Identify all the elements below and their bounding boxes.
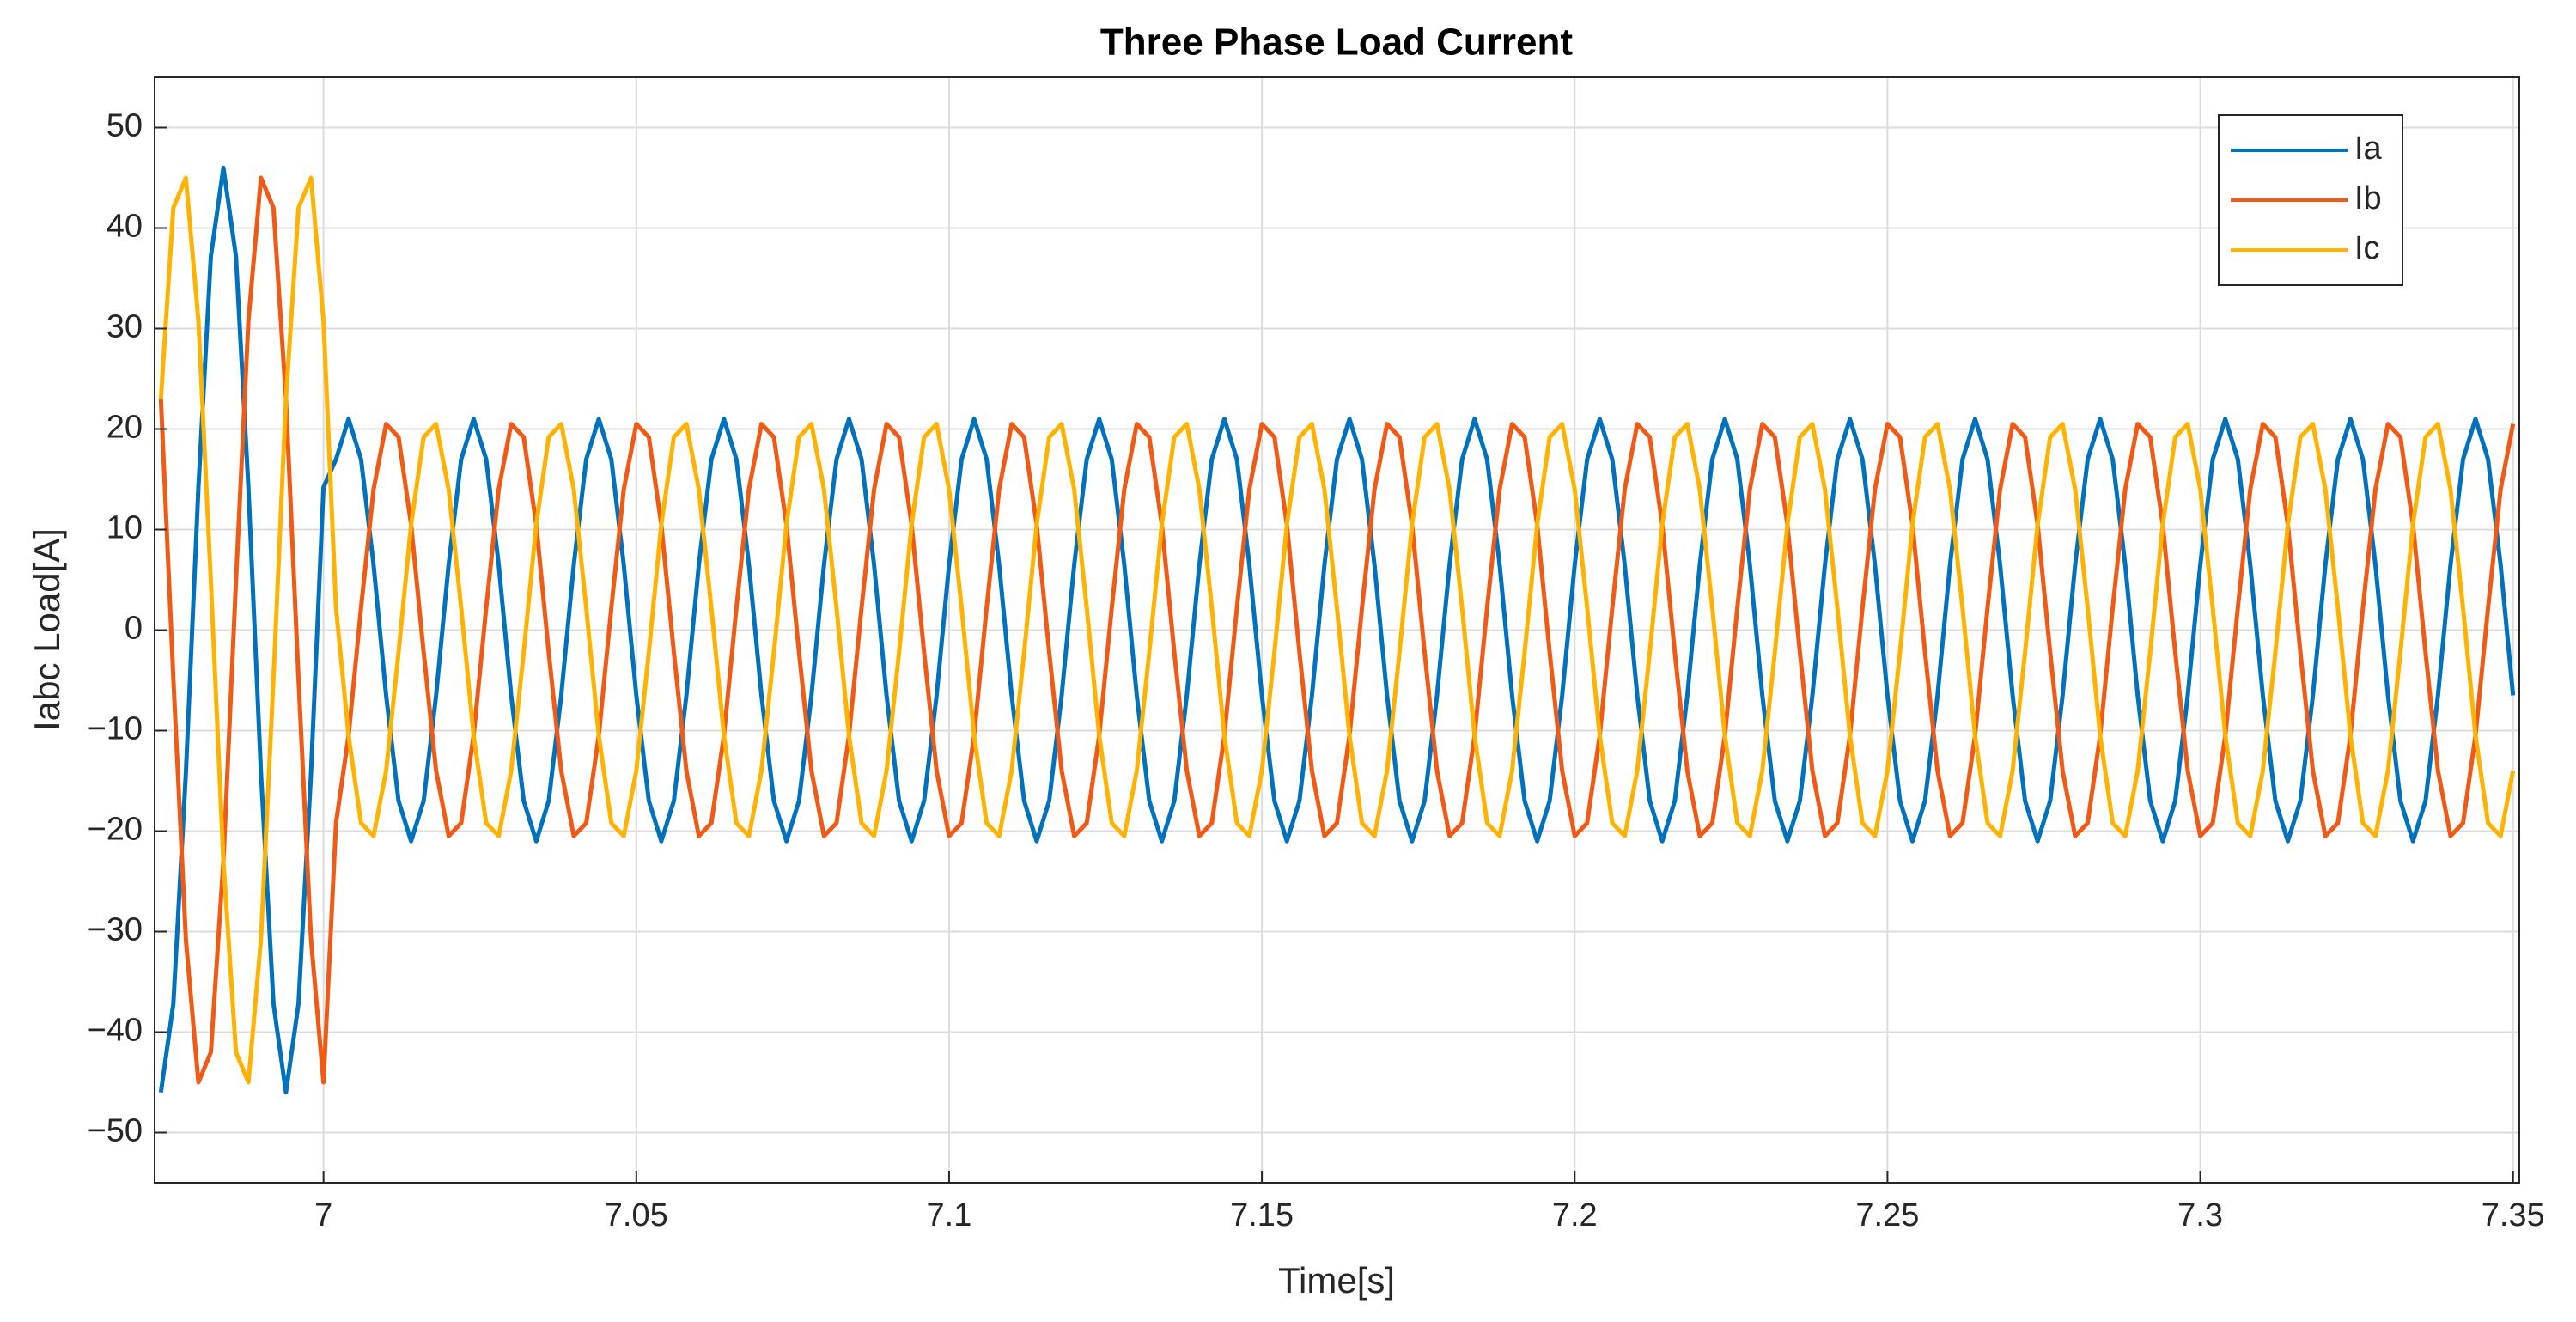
legend-label: Ic — [2354, 230, 2380, 266]
x-tick-label: 7.15 — [1230, 1197, 1294, 1234]
y-tick-label: 20 — [107, 410, 143, 446]
x-tick-label: 7.35 — [2482, 1197, 2545, 1234]
grid — [155, 77, 2519, 1183]
y-tick-label: 0 — [125, 611, 143, 647]
x-axis-label: Time[s] — [1278, 1260, 1395, 1301]
lines — [158, 165, 2516, 1095]
ticks: −50 −40 −30 −20 −10 0 10 20 30 40 50 7 7.05 7.1 7.15 7.… — [88, 108, 2545, 1234]
y-tick-label: −50 — [88, 1113, 143, 1149]
y-tick-label: 50 — [107, 108, 143, 144]
y-tick-label: 30 — [107, 309, 143, 345]
legend-label: Ia — [2354, 131, 2383, 167]
y-tick-label: 40 — [107, 209, 143, 245]
y-tick-label: −40 — [88, 1013, 143, 1049]
x-tick-label: 7.3 — [2177, 1197, 2223, 1234]
x-tick-label: 7.1 — [927, 1197, 972, 1234]
y-tick-label: −30 — [88, 912, 143, 948]
y-tick-label: −10 — [88, 711, 143, 747]
legend: Ia Ib Ic — [2218, 114, 2403, 286]
series-line — [158, 175, 2516, 1085]
legend-label: Ib — [2354, 180, 2382, 216]
x-tick-label: 7.25 — [1855, 1197, 1919, 1234]
y-tick-label: −20 — [88, 812, 143, 848]
x-tick-label: 7 — [314, 1197, 332, 1234]
x-tick-label: 7.05 — [605, 1197, 668, 1234]
x-tick-label: 7.2 — [1552, 1197, 1598, 1234]
chart-title: Three Phase Load Current — [1100, 21, 1573, 64]
y-tick-label: 10 — [107, 510, 143, 546]
series-line — [158, 175, 2516, 1085]
y-axis-label: Iabc Load[A] — [27, 528, 67, 731]
